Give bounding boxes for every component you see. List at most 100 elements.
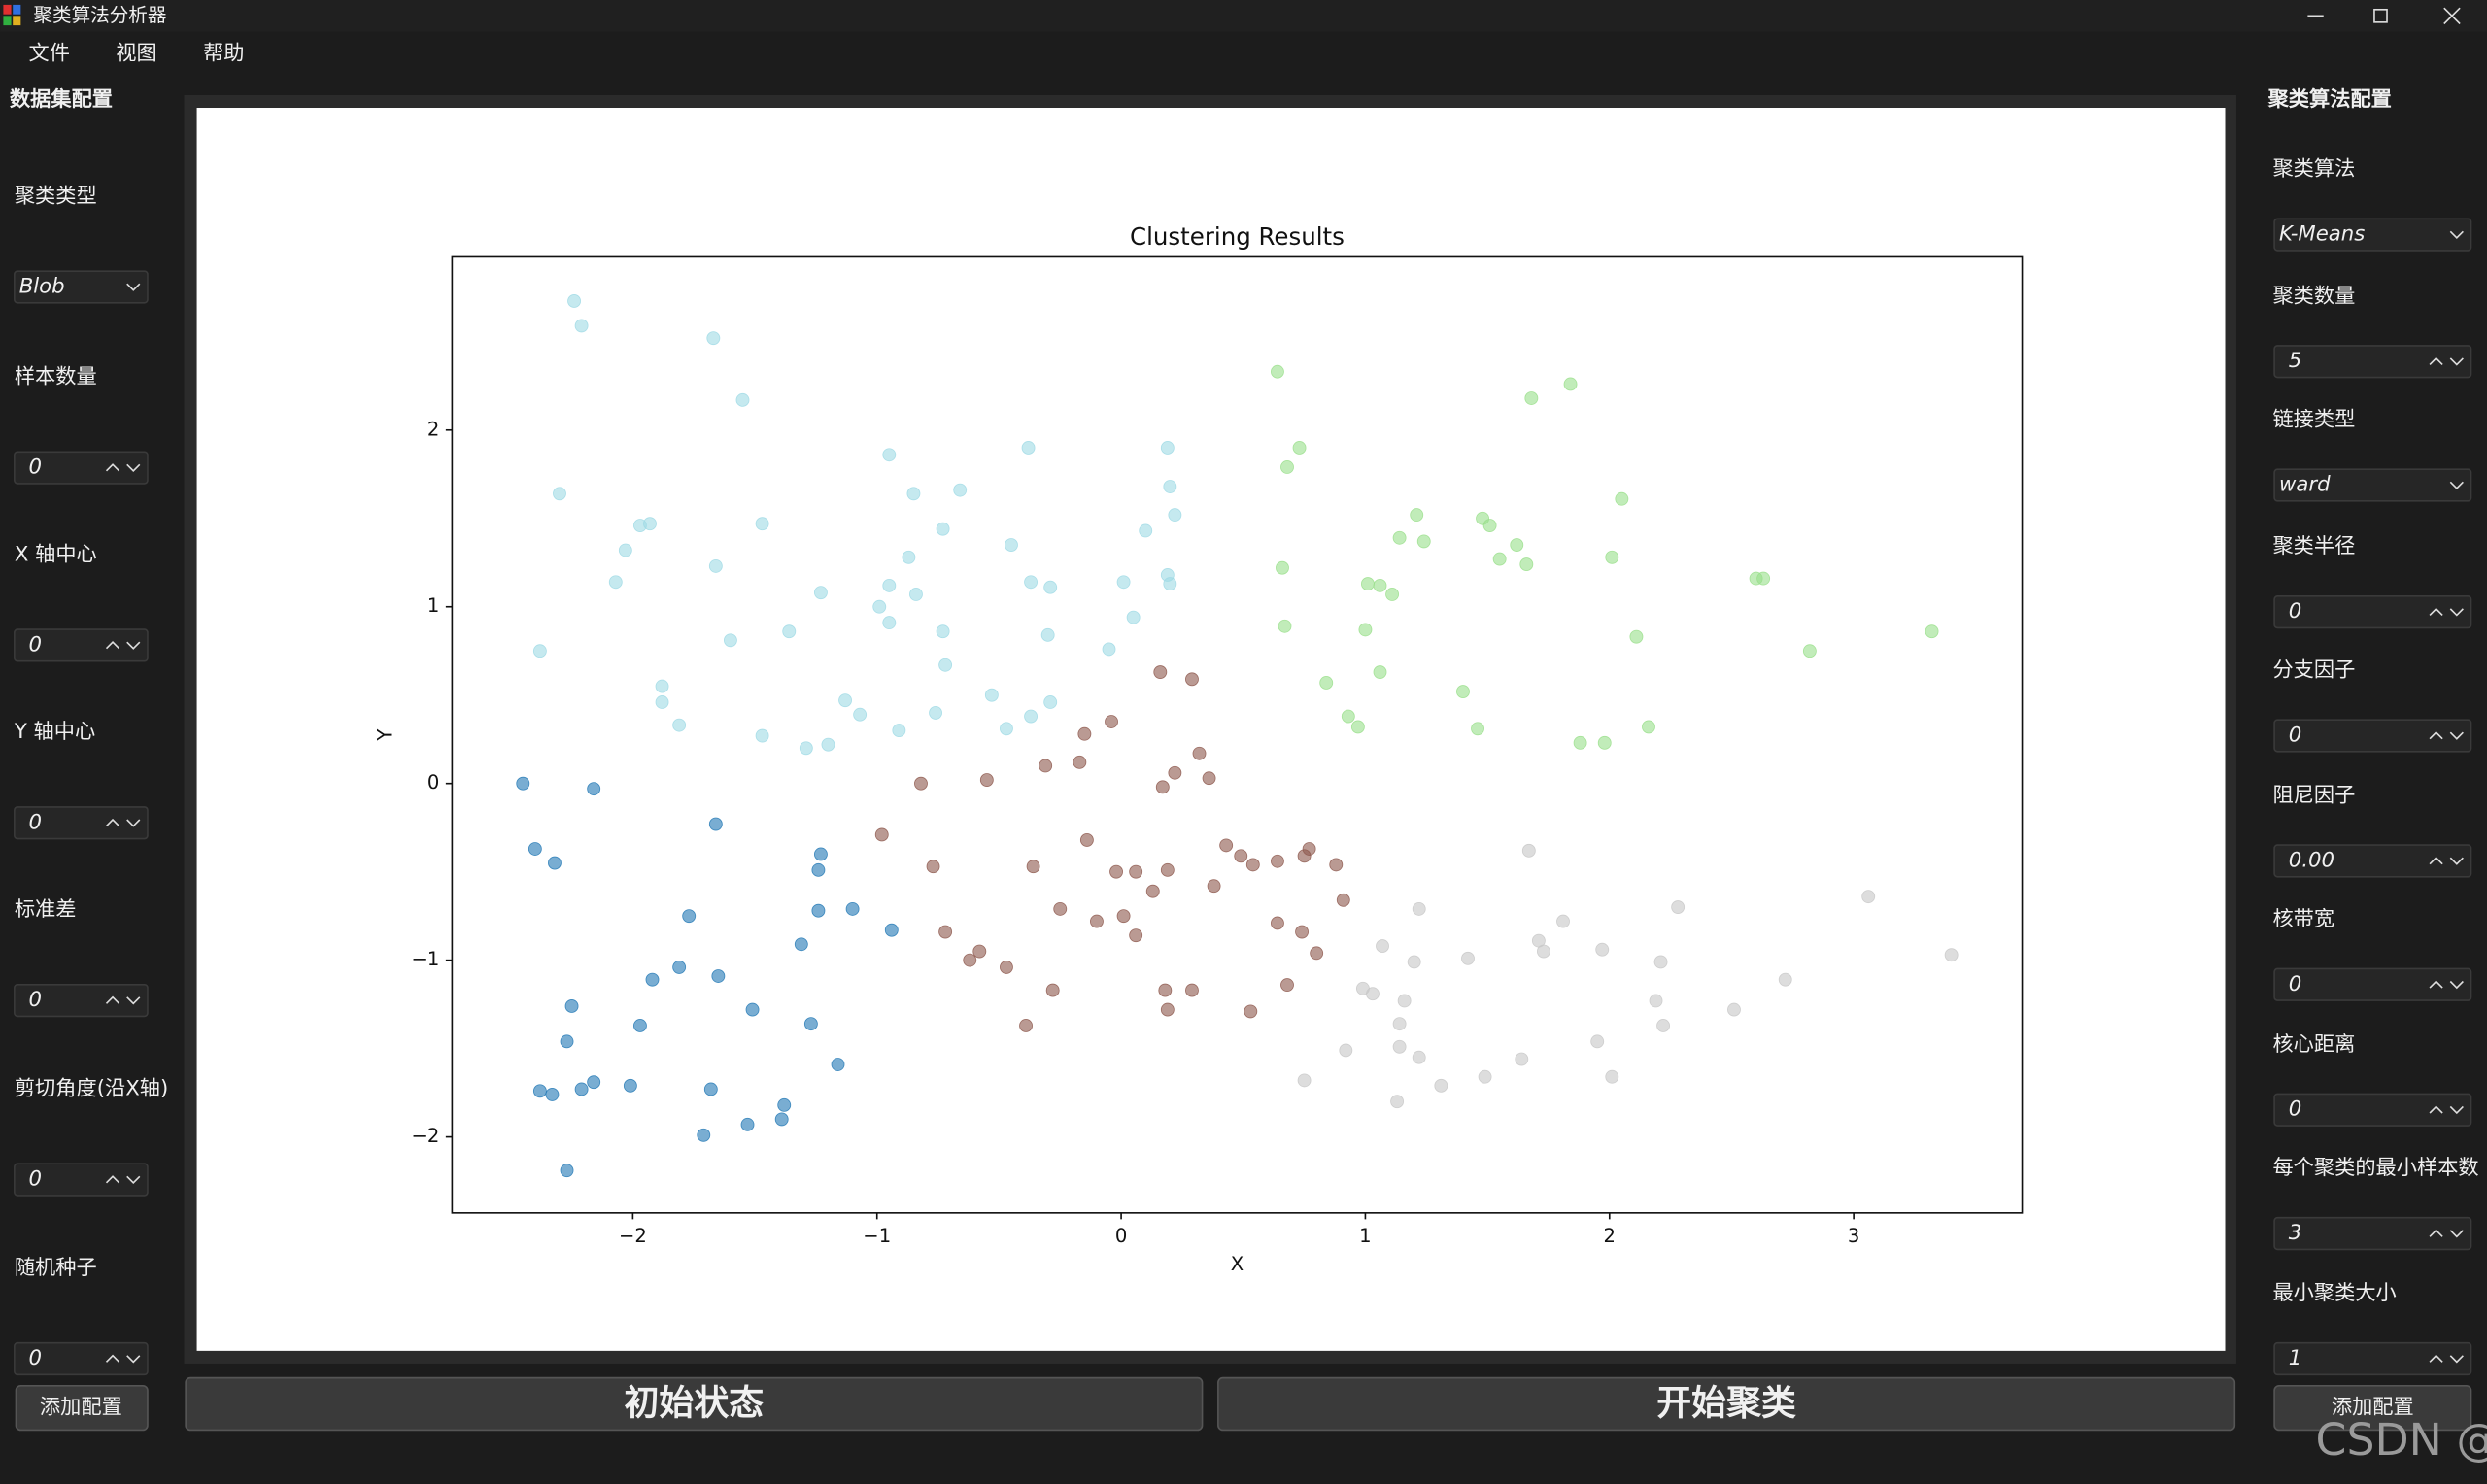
- button-label: 添加配置: [40, 1396, 122, 1420]
- spin-box[interactable]: [14, 806, 149, 840]
- scatter-point: [740, 1117, 755, 1131]
- scatter-point: [1339, 1043, 1353, 1058]
- combo-box[interactable]: [2273, 468, 2472, 502]
- scatter-point: [1043, 580, 1058, 594]
- scatter-point: [1478, 1069, 1492, 1084]
- scatter-point: [711, 969, 726, 983]
- scatter-point: [587, 1075, 601, 1090]
- spin-arrows[interactable]: [105, 463, 141, 473]
- field-value: 0: [29, 632, 43, 657]
- scatter-point: [567, 294, 582, 308]
- scatter-point: [1373, 578, 1387, 592]
- combo-box[interactable]: [2273, 218, 2472, 252]
- spin-arrows[interactable]: [2429, 1229, 2464, 1238]
- spin-box[interactable]: [2273, 594, 2472, 629]
- y-tick-label: 1: [427, 594, 439, 617]
- scatter-point: [1079, 832, 1094, 847]
- chart-title: Clustering Results: [1130, 222, 1345, 251]
- scatter-point: [1310, 946, 1324, 961]
- scatter-point: [1350, 720, 1365, 734]
- field-value: 0: [29, 1346, 43, 1370]
- spin-box[interactable]: [2273, 1216, 2472, 1251]
- chart-canvas: [196, 108, 2226, 1351]
- field-value: 0: [29, 810, 43, 834]
- scatter-point: [623, 1078, 637, 1093]
- spin-box[interactable]: [14, 1163, 149, 1197]
- scatter-point: [532, 644, 547, 658]
- app-icon: [3, 4, 21, 26]
- dropdown-arrow: [126, 283, 141, 291]
- scatter-point: [1045, 983, 1060, 997]
- close-button[interactable]: [2443, 7, 2461, 25]
- spin-arrows[interactable]: [2429, 980, 2464, 990]
- spin-box[interactable]: [2273, 345, 2472, 379]
- scatter-point: [1412, 901, 1426, 916]
- field-value: ward: [2279, 473, 2331, 497]
- menu-item[interactable]: 视图: [116, 42, 156, 66]
- add-config-button[interactable]: [2273, 1384, 2472, 1432]
- scatter-point: [1105, 715, 1118, 728]
- field-label: 核带宽: [2272, 907, 2334, 931]
- scatter-point: [1649, 994, 1663, 1008]
- scatter-point: [1116, 909, 1131, 924]
- scatter-point: [560, 1164, 574, 1178]
- spin-box[interactable]: [2273, 719, 2472, 753]
- action-button[interactable]: [1217, 1376, 2236, 1432]
- scatter-point: [548, 856, 562, 870]
- scatter-point: [1139, 523, 1153, 538]
- spin-arrows[interactable]: [2429, 1105, 2464, 1115]
- scatter-point: [874, 827, 889, 842]
- field-value: K-Means: [2279, 222, 2365, 247]
- y-tick-label: −1: [411, 948, 439, 970]
- action-button[interactable]: [185, 1376, 1204, 1432]
- spin-box[interactable]: [14, 983, 149, 1018]
- spin-box[interactable]: [2273, 844, 2472, 878]
- scatter-point: [1126, 610, 1141, 624]
- combo-box[interactable]: [14, 270, 149, 304]
- field-label: 聚类半径: [2272, 534, 2355, 558]
- scatter-point: [1410, 508, 1424, 523]
- scatter-point: [984, 688, 999, 702]
- scatter-point: [655, 695, 669, 709]
- scatter-point: [618, 543, 632, 557]
- scatter-point: [1129, 864, 1143, 879]
- spin-arrows[interactable]: [105, 995, 141, 1005]
- scatter-point: [936, 624, 950, 639]
- scatter-point: [1392, 530, 1407, 545]
- spin-arrows[interactable]: [105, 818, 141, 827]
- spin-arrows[interactable]: [2429, 857, 2464, 865]
- restore-button[interactable]: [2373, 8, 2388, 23]
- spin-arrows[interactable]: [105, 640, 141, 650]
- spin-box[interactable]: [2273, 967, 2472, 1001]
- scatter-point: [1515, 1052, 1529, 1066]
- scatter-point: [1573, 735, 1587, 750]
- scatter-point: [909, 588, 923, 601]
- plot-frame: [451, 255, 2024, 1214]
- spin-arrows[interactable]: [2429, 731, 2464, 740]
- menu-item[interactable]: 帮助: [203, 42, 244, 66]
- scatter-point: [1292, 441, 1307, 455]
- spin-box[interactable]: [14, 1341, 149, 1376]
- spin-arrows[interactable]: [105, 1354, 141, 1364]
- scatter-point: [1077, 726, 1092, 741]
- menu-item[interactable]: 文件: [29, 42, 70, 66]
- spin-box[interactable]: [2273, 1341, 2472, 1376]
- spin-box[interactable]: [2273, 1093, 2472, 1127]
- spin-arrows[interactable]: [2429, 1354, 2464, 1364]
- button-label: 开始聚类: [1656, 1383, 1796, 1423]
- scatter-point: [532, 1084, 547, 1098]
- field-value: 0: [2289, 972, 2302, 996]
- scatter-point: [1597, 735, 1612, 750]
- spin-arrows[interactable]: [105, 1175, 141, 1184]
- add-config-button[interactable]: [15, 1384, 149, 1432]
- spin-arrows[interactable]: [2429, 607, 2464, 617]
- scatter-point: [706, 331, 721, 346]
- spin-arrows[interactable]: [2429, 356, 2464, 366]
- scatter-point: [936, 522, 950, 536]
- scatter-point: [1397, 994, 1412, 1008]
- field-value: 0: [2289, 1097, 2302, 1122]
- title-bar: [0, 0, 2487, 32]
- spin-box[interactable]: [14, 451, 149, 485]
- spin-box[interactable]: [14, 628, 149, 662]
- scatter-point: [643, 517, 657, 531]
